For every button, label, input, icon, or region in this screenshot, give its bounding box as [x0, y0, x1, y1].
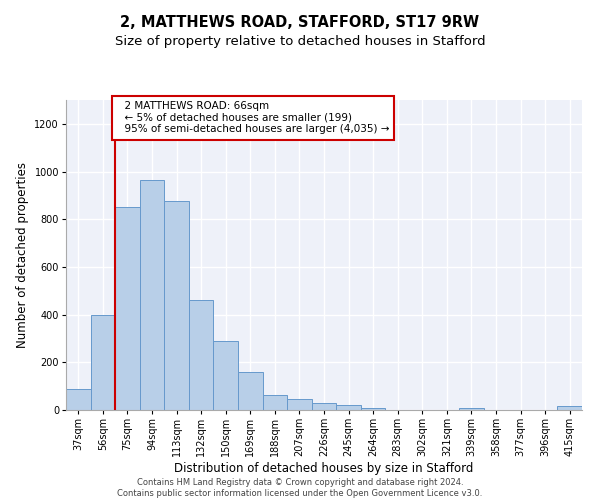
- Bar: [336, 405, 361, 410]
- Bar: [361, 408, 385, 410]
- Bar: [66, 388, 91, 410]
- Text: Size of property relative to detached houses in Stafford: Size of property relative to detached ho…: [115, 35, 485, 48]
- Bar: [557, 406, 582, 410]
- Text: 2 MATTHEWS ROAD: 66sqm
  ← 5% of detached houses are smaller (199)
  95% of semi: 2 MATTHEWS ROAD: 66sqm ← 5% of detached …: [118, 101, 389, 134]
- Bar: [189, 300, 214, 410]
- Bar: [312, 403, 336, 410]
- X-axis label: Distribution of detached houses by size in Stafford: Distribution of detached houses by size …: [175, 462, 473, 475]
- Bar: [91, 314, 115, 410]
- Bar: [459, 408, 484, 410]
- Text: Contains HM Land Registry data © Crown copyright and database right 2024.
Contai: Contains HM Land Registry data © Crown c…: [118, 478, 482, 498]
- Bar: [214, 341, 238, 410]
- Bar: [238, 372, 263, 410]
- Text: 2, MATTHEWS ROAD, STAFFORD, ST17 9RW: 2, MATTHEWS ROAD, STAFFORD, ST17 9RW: [121, 15, 479, 30]
- Bar: [115, 208, 140, 410]
- Bar: [164, 202, 189, 410]
- Bar: [140, 180, 164, 410]
- Bar: [287, 398, 312, 410]
- Bar: [263, 394, 287, 410]
- Y-axis label: Number of detached properties: Number of detached properties: [16, 162, 29, 348]
